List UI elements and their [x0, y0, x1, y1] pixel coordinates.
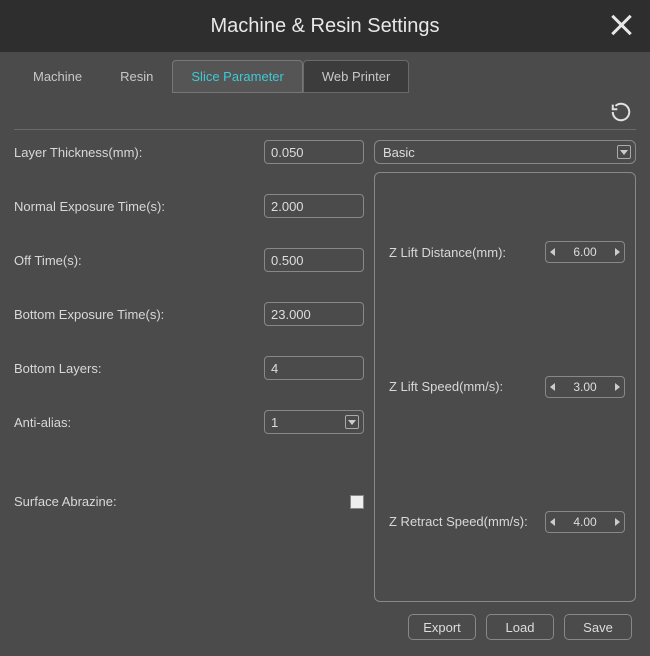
refresh-icon[interactable]: [610, 101, 632, 123]
off-time-input[interactable]: [264, 248, 364, 272]
normal-exposure-input[interactable]: [264, 194, 364, 218]
field-bottom-exposure: Bottom Exposure Time(s):: [14, 302, 364, 326]
normal-exposure-label: Normal Exposure Time(s):: [14, 199, 264, 214]
tab-slice-parameter[interactable]: Slice Parameter: [172, 60, 302, 93]
z-lift-speed-spinner[interactable]: 3.00: [545, 376, 625, 398]
field-off-time: Off Time(s):: [14, 248, 364, 272]
layer-thickness-input[interactable]: [264, 140, 364, 164]
mode-select[interactable]: Basic: [374, 140, 636, 164]
surface-abrazine-checkbox[interactable]: [350, 495, 364, 509]
z-lift-distance-spinner[interactable]: 6.00: [545, 241, 625, 263]
z-lift-distance-value: 6.00: [555, 245, 615, 259]
bottom-exposure-input[interactable]: [264, 302, 364, 326]
field-layer-thickness: Layer Thickness(mm):: [14, 140, 364, 164]
chevron-down-icon: [345, 415, 359, 429]
anti-alias-select[interactable]: 1: [264, 410, 364, 434]
bottom-layers-input[interactable]: [264, 356, 364, 380]
field-z-retract-speed: Z Retract Speed(mm/s): 4.00: [389, 511, 625, 533]
anti-alias-value: 1: [271, 415, 278, 430]
z-lift-speed-label: Z Lift Speed(mm/s):: [389, 379, 503, 394]
save-button[interactable]: Save: [564, 614, 632, 640]
z-retract-speed-spinner[interactable]: 4.00: [545, 511, 625, 533]
field-z-lift-speed: Z Lift Speed(mm/s): 3.00: [389, 376, 625, 398]
bottom-exposure-label: Bottom Exposure Time(s):: [14, 307, 264, 322]
tabs: Machine Resin Slice Parameter Web Printe…: [0, 52, 650, 93]
bottom-layers-label: Bottom Layers:: [14, 361, 264, 376]
field-normal-exposure: Normal Exposure Time(s):: [14, 194, 364, 218]
spinner-inc-icon[interactable]: [615, 518, 620, 526]
off-time-label: Off Time(s):: [14, 253, 264, 268]
window-title: Machine & Resin Settings: [210, 15, 439, 38]
z-lift-distance-label: Z Lift Distance(mm):: [389, 245, 506, 260]
field-surface-abrazine: Surface Abrazine:: [14, 494, 364, 509]
field-z-lift-distance: Z Lift Distance(mm): 6.00: [389, 241, 625, 263]
export-button[interactable]: Export: [408, 614, 476, 640]
right-panel: Z Lift Distance(mm): 6.00 Z Lift Speed(m…: [374, 172, 636, 602]
chevron-down-icon: [617, 145, 631, 159]
z-lift-speed-value: 3.00: [555, 380, 615, 394]
tab-web-printer[interactable]: Web Printer: [303, 60, 409, 93]
z-retract-speed-value: 4.00: [555, 515, 615, 529]
close-icon[interactable]: [608, 12, 634, 38]
left-column: Layer Thickness(mm): Normal Exposure Tim…: [14, 140, 364, 602]
tab-machine[interactable]: Machine: [14, 60, 101, 93]
spinner-inc-icon[interactable]: [615, 383, 620, 391]
surface-abrazine-label: Surface Abrazine:: [14, 494, 264, 509]
layer-thickness-label: Layer Thickness(mm):: [14, 145, 264, 160]
mode-select-value: Basic: [383, 145, 415, 160]
right-column: Basic Z Lift Distance(mm): 6.00 Z Lift S…: [374, 140, 636, 602]
load-button[interactable]: Load: [486, 614, 554, 640]
footer: Export Load Save: [0, 602, 650, 640]
z-retract-speed-label: Z Retract Speed(mm/s):: [389, 514, 528, 529]
field-anti-alias: Anti-alias: 1: [14, 410, 364, 434]
titlebar: Machine & Resin Settings: [0, 0, 650, 52]
field-bottom-layers: Bottom Layers:: [14, 356, 364, 380]
spinner-inc-icon[interactable]: [615, 248, 620, 256]
tab-resin[interactable]: Resin: [101, 60, 172, 93]
anti-alias-label: Anti-alias:: [14, 415, 264, 430]
